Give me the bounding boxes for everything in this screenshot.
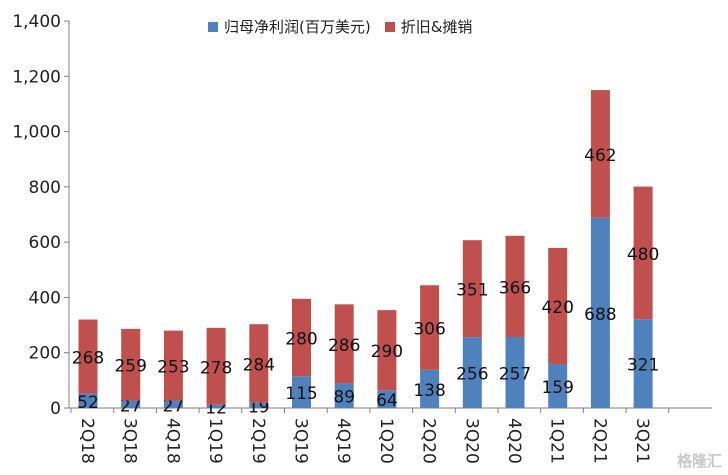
data-label-depreciation: 268 <box>72 349 104 369</box>
data-label-net-profit: 159 <box>541 378 573 398</box>
y-tick-label: 1,000 <box>12 123 61 143</box>
data-label-depreciation: 420 <box>541 298 573 318</box>
bar-depreciation <box>505 235 525 337</box>
watermark-logo: 格隆汇 <box>676 452 722 470</box>
bar-net-profit <box>377 390 397 408</box>
x-category-label: 4Q20 <box>504 418 524 464</box>
y-tick-label: 400 <box>29 288 61 308</box>
legend-swatch-net-profit <box>208 21 218 32</box>
y-tick-label: 200 <box>29 344 61 364</box>
x-category-label: 3Q21 <box>632 418 652 464</box>
bar-net-profit <box>249 402 269 408</box>
data-label-net-profit: 115 <box>285 384 317 404</box>
legend-label-depreciation: 折旧&摊销 <box>400 18 473 36</box>
bar-depreciation <box>249 324 269 403</box>
bar-net-profit <box>121 400 141 408</box>
data-label-depreciation: 480 <box>627 245 659 265</box>
bar-depreciation <box>163 330 183 401</box>
x-category-label: 2Q21 <box>589 418 609 464</box>
data-label-depreciation: 278 <box>200 358 232 378</box>
data-label-net-profit: 27 <box>120 396 142 416</box>
x-category-label: 1Q21 <box>547 418 567 464</box>
legend: 归母净利润(百万美元) 折旧&摊销 <box>208 16 472 37</box>
x-category-label: 1Q20 <box>376 418 396 464</box>
data-label-depreciation: 280 <box>285 330 317 350</box>
bar-depreciation <box>420 285 440 370</box>
data-label-net-profit: 688 <box>584 305 616 325</box>
bar-net-profit <box>292 376 311 408</box>
bar-depreciation <box>548 247 568 365</box>
bar-net-profit <box>590 217 610 408</box>
bar-net-profit <box>420 369 440 408</box>
legend-item-depreciation: 折旧&摊销 <box>384 16 473 37</box>
bar-net-profit <box>633 319 653 408</box>
bar-net-profit <box>548 364 568 408</box>
bar-depreciation <box>206 327 226 405</box>
y-tick-label: 800 <box>29 178 61 198</box>
data-label-depreciation: 286 <box>328 336 360 356</box>
data-label-depreciation: 253 <box>157 358 189 378</box>
bar-depreciation <box>462 240 482 338</box>
data-label-depreciation: 284 <box>243 355 275 375</box>
y-tick-label: 0 <box>50 399 61 419</box>
data-label-net-profit: 138 <box>413 381 445 401</box>
legend-swatch-depreciation <box>384 21 395 32</box>
legend-label-net-profit: 归母净利润(百万美元) <box>224 18 371 36</box>
data-label-depreciation: 259 <box>114 357 146 377</box>
x-category-label: 2Q18 <box>77 418 97 464</box>
data-label-depreciation: 306 <box>413 320 445 340</box>
data-label-net-profit: 321 <box>627 356 659 376</box>
data-label-net-profit: 27 <box>163 396 185 416</box>
bar-depreciation <box>334 304 354 384</box>
bar-depreciation <box>590 90 610 218</box>
bar-net-profit <box>334 383 354 408</box>
x-category-label: 4Q18 <box>162 418 182 464</box>
bar-net-profit <box>462 337 482 408</box>
y-tick-label: 1,200 <box>12 67 61 87</box>
x-category-label: 4Q19 <box>333 418 353 464</box>
data-label-depreciation: 366 <box>499 278 531 298</box>
x-category-label: 3Q18 <box>120 418 140 464</box>
x-category-label: 2Q20 <box>419 418 439 464</box>
bar-depreciation <box>377 310 397 391</box>
bar-depreciation <box>78 319 98 394</box>
bar-net-profit <box>206 404 226 408</box>
bar-net-profit <box>505 336 525 408</box>
data-label-net-profit: 89 <box>333 388 355 408</box>
x-category-label: 3Q20 <box>461 418 481 464</box>
bar-depreciation <box>292 298 311 377</box>
x-category-label: 3Q19 <box>291 418 311 464</box>
x-category-label: 2Q19 <box>248 418 268 464</box>
data-label-net-profit: 64 <box>376 391 398 411</box>
data-label-net-profit: 52 <box>77 393 99 413</box>
data-label-net-profit: 257 <box>499 364 531 384</box>
bar-net-profit <box>163 400 183 408</box>
bar-net-profit <box>78 393 98 408</box>
bar-depreciation <box>633 186 653 320</box>
x-category-label: 1Q19 <box>205 418 225 464</box>
y-tick-label: 1,400 <box>12 12 61 32</box>
legend-item-net-profit: 归母净利润(百万美元) <box>208 16 371 37</box>
y-tick-label: 600 <box>29 233 61 253</box>
bar-depreciation <box>121 328 141 401</box>
data-label-depreciation: 290 <box>371 342 403 362</box>
data-label-net-profit: 256 <box>456 365 488 385</box>
data-label-depreciation: 351 <box>456 281 488 301</box>
data-label-depreciation: 462 <box>584 146 616 166</box>
